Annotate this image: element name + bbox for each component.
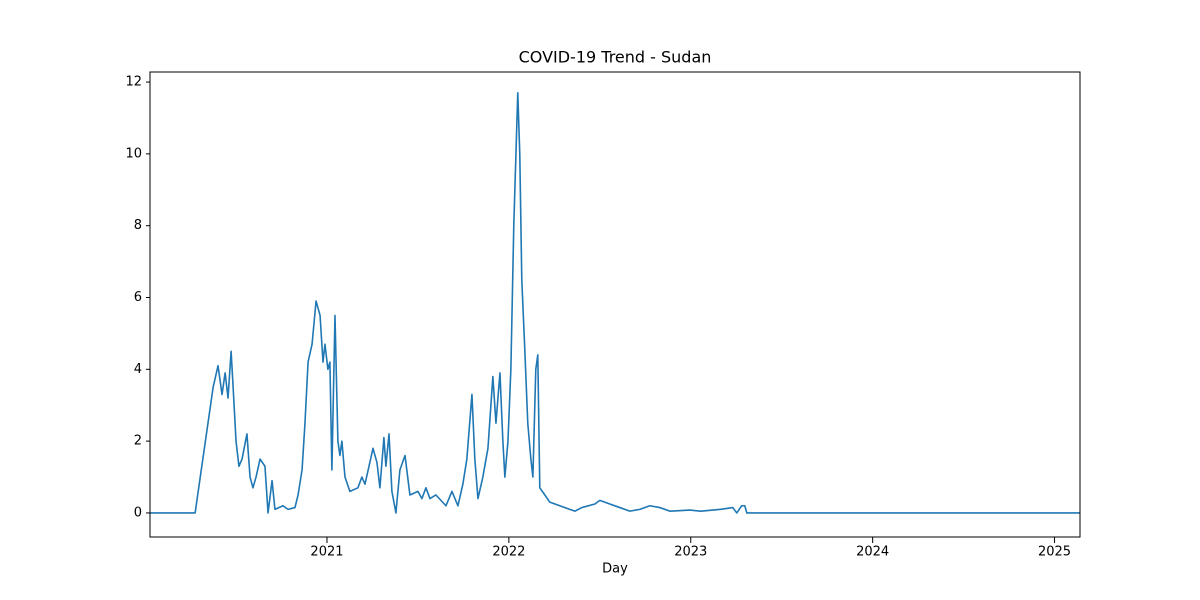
y-tick-label: 6 xyxy=(134,290,142,305)
x-tick-label: 2023 xyxy=(674,545,707,560)
x-axis-label: Day xyxy=(602,562,628,577)
y-tick-label: 2 xyxy=(134,434,142,449)
y-tick-label: 12 xyxy=(125,75,142,90)
x-tick-label: 2024 xyxy=(856,545,889,560)
y-tick-label: 4 xyxy=(134,362,142,377)
y-tick-label: 10 xyxy=(125,146,142,161)
y-tick-label: 8 xyxy=(134,218,142,233)
x-tick-label: 2021 xyxy=(310,545,343,560)
data-line xyxy=(150,92,1080,514)
y-tick-label: 0 xyxy=(134,505,142,520)
plot-area xyxy=(150,92,1080,514)
axes-frame xyxy=(149,71,1081,538)
chart-title: COVID-19 Trend - Sudan xyxy=(519,48,712,67)
x-tick-label: 2022 xyxy=(492,545,525,560)
x-tick-label: 2025 xyxy=(1038,545,1071,560)
